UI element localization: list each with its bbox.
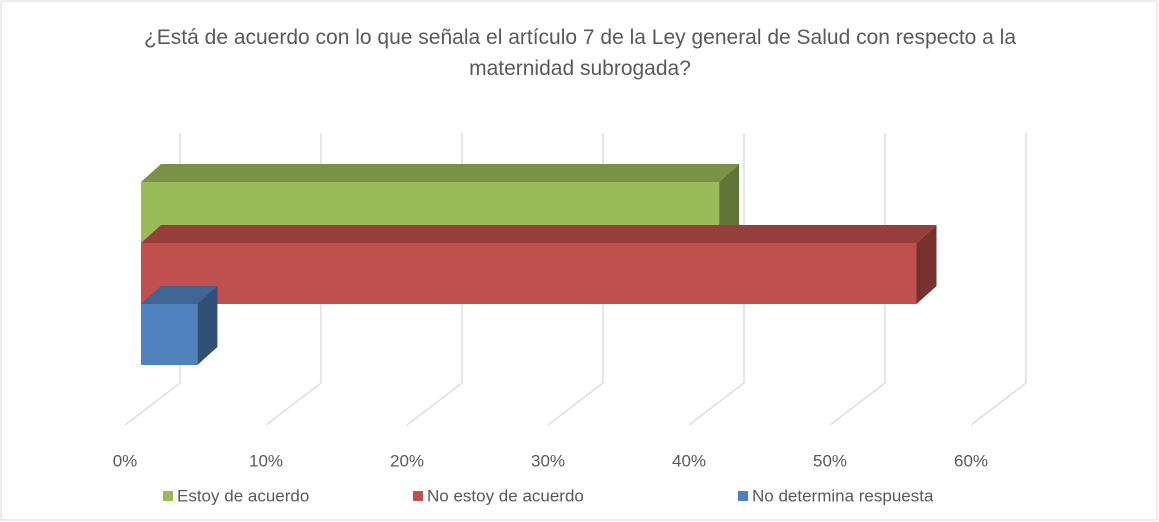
- legend-label: No determina respuesta: [752, 486, 934, 505]
- bar-top: [141, 286, 218, 304]
- x-tick-label: 40%: [672, 451, 706, 470]
- floor-grid-line: [829, 382, 886, 426]
- floor-grid-line: [124, 382, 181, 426]
- legend-label: Estoy de acuerdo: [177, 486, 309, 505]
- bar: [141, 243, 917, 304]
- x-tick-label: 10%: [249, 451, 283, 470]
- floor-grid-line: [547, 382, 604, 426]
- legend-swatch: [738, 491, 748, 501]
- x-tick-label: 50%: [813, 451, 847, 470]
- bar-top: [141, 225, 937, 243]
- bar-top: [141, 164, 740, 182]
- legend-label: No estoy de acuerdo: [427, 486, 584, 505]
- floor-grid-line: [688, 382, 745, 426]
- floor-grid-line: [970, 382, 1027, 426]
- floor-grid-line: [406, 382, 463, 426]
- bar-side: [916, 225, 937, 304]
- x-tick-label: 30%: [531, 451, 565, 470]
- x-tick-label: 20%: [390, 451, 424, 470]
- legend-swatch: [413, 491, 423, 501]
- chart-title: ¿Está de acuerdo con lo que señala el ar…: [143, 26, 1017, 80]
- bar-side: [719, 164, 740, 243]
- x-tick-label: 0%: [113, 451, 138, 470]
- bar-side: [197, 286, 218, 365]
- floor-grid-line: [265, 382, 322, 426]
- x-tick-label: 60%: [954, 451, 988, 470]
- bar: [141, 304, 198, 365]
- legend-swatch: [163, 491, 173, 501]
